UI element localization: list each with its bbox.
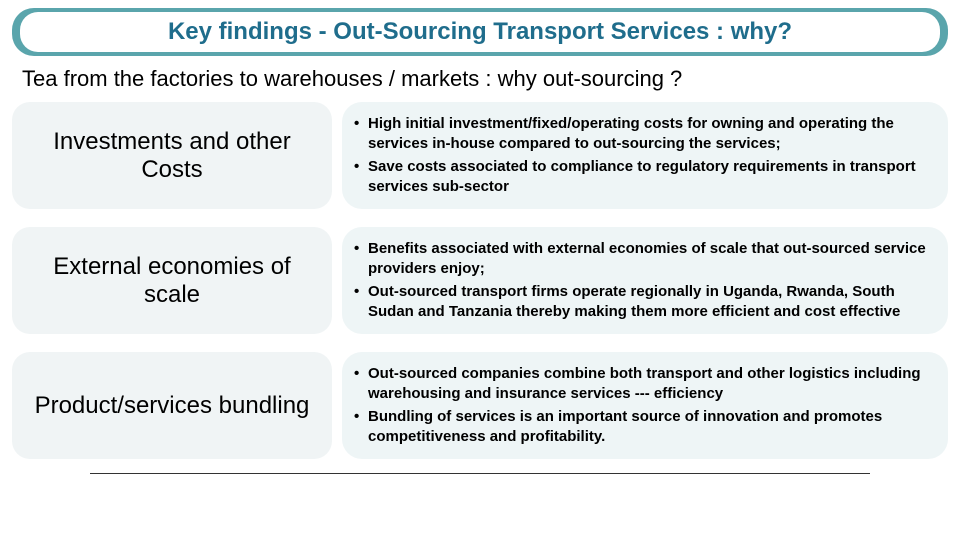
divider [90,473,870,474]
bullet-item: Benefits associated with external econom… [354,239,930,280]
finding-heading: Investments and other Costs [12,102,332,209]
finding-row: External economies of scale Benefits ass… [12,227,948,334]
finding-bullets: Out-sourced companies combine both trans… [342,352,948,459]
bullet-item: Bundling of services is an important sou… [354,407,930,448]
title-bar: Key findings - Out-Sourcing Transport Se… [12,8,948,56]
bullet-item: Out-sourced companies combine both trans… [354,364,930,405]
finding-bullets: High initial investment/fixed/operating … [342,102,948,209]
bullet-item: High initial investment/fixed/operating … [354,114,930,155]
bullet-item: Save costs associated to compliance to r… [354,157,930,198]
subheading: Tea from the factories to warehouses / m… [0,56,960,98]
title-bar-inner: Key findings - Out-Sourcing Transport Se… [20,12,940,52]
findings-list: Investments and other Costs High initial… [0,98,960,459]
finding-bullets: Benefits associated with external econom… [342,227,948,334]
finding-heading: External economies of scale [12,227,332,334]
finding-heading: Product/services bundling [12,352,332,459]
finding-row: Product/services bundling Out-sourced co… [12,352,948,459]
page-title: Key findings - Out-Sourcing Transport Se… [168,18,792,45]
bullet-item: Out-sourced transport firms operate regi… [354,282,930,323]
finding-row: Investments and other Costs High initial… [12,102,948,209]
